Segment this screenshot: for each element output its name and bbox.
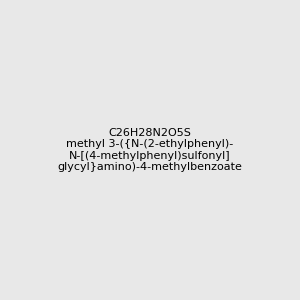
Text: C26H28N2O5S
methyl 3-({N-(2-ethylphenyl)-
N-[(4-methylphenyl)sulfonyl]
glycyl}am: C26H28N2O5S methyl 3-({N-(2-ethylphenyl)… bbox=[58, 128, 242, 172]
